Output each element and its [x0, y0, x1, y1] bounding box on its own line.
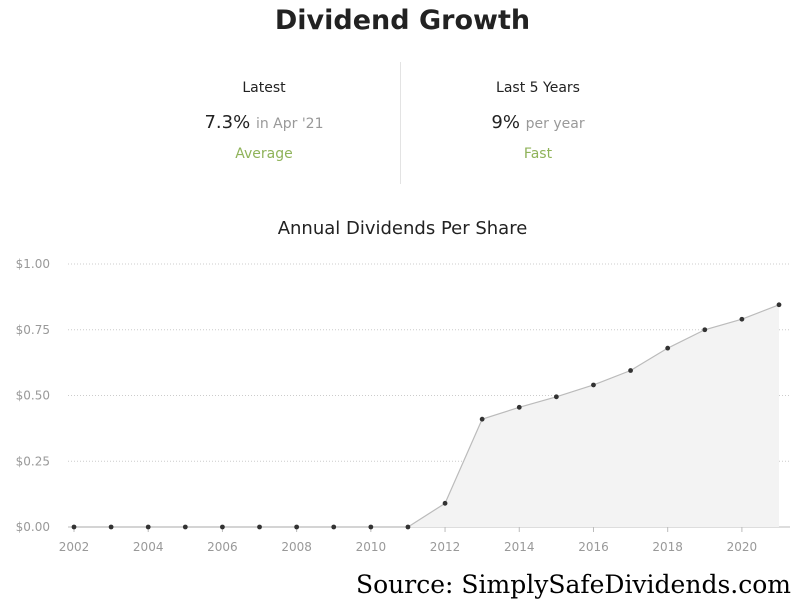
data-point: [108, 524, 114, 530]
area-fill: [74, 304, 779, 527]
data-point: [553, 394, 559, 400]
data-point: [776, 302, 782, 308]
x-tick-label: 2014: [504, 540, 535, 554]
stat-latest-label: Latest: [242, 80, 286, 96]
data-point: [368, 524, 374, 530]
data-point: [516, 404, 522, 410]
x-tick-label: 2006: [207, 540, 238, 554]
data-point: [257, 524, 262, 530]
stat-latest-value: 7.3%: [204, 112, 251, 133]
chart-title: Annual Dividends Per Share: [277, 218, 528, 239]
series-line: [74, 304, 780, 528]
stat-five-year-value-line: 9% per year: [402, 112, 674, 133]
y-tick-label: $0.00: [16, 520, 50, 534]
x-tick-label: 2010: [356, 540, 387, 554]
data-point: [702, 327, 708, 333]
page-title: Dividend Growth: [274, 5, 531, 36]
data-point: [145, 524, 151, 530]
dividend-chart: $0.00 $0.25 $0.50 $0.75 $1.00 2002 2004 2006 200…: [16, 257, 790, 554]
stat-five-year-value: 9%: [491, 112, 520, 133]
data-point: [739, 316, 745, 322]
data-point: [442, 500, 448, 506]
y-tick-label: $0.50: [16, 389, 50, 403]
x-tick-label: 2012: [430, 540, 461, 554]
stat-five-year-detail: per year: [525, 116, 585, 132]
y-tick-label: $0.25: [16, 454, 50, 468]
x-tick-label: 2008: [281, 540, 312, 554]
stat-five-year-rating: Fast: [523, 146, 553, 162]
data-point: [220, 524, 225, 530]
x-tick-label: 2020: [727, 540, 758, 554]
stat-five-year-label: Last 5 Years: [496, 80, 580, 96]
stats-panel: Latest 7.3% in Apr '21 Average Last 5 Ye…: [128, 62, 674, 184]
source-caption: Source: SimplySafeDividends.com: [355, 570, 791, 599]
data-point: [479, 416, 485, 422]
stat-latest-detail: in Apr '21: [255, 116, 324, 132]
x-tick-label: 2004: [133, 540, 164, 554]
data-point: [405, 524, 411, 530]
data-point: [665, 345, 671, 351]
data-point: [182, 524, 188, 530]
x-tick-label: 2016: [578, 540, 609, 554]
stat-latest-rating: Average: [235, 146, 293, 162]
data-point: [628, 368, 633, 373]
stat-latest: Latest 7.3% in Apr '21 Average: [128, 62, 400, 184]
data-point: [294, 524, 300, 530]
data-point: [331, 524, 337, 530]
data-point: [591, 382, 596, 388]
stat-five-year: Last 5 Years 9% per year Fast: [402, 62, 674, 184]
x-tick-label: 2018: [652, 540, 683, 554]
stats-divider: [400, 62, 401, 184]
y-tick-label: $1.00: [16, 257, 50, 271]
x-tick-label: 2002: [59, 540, 90, 554]
stat-latest-value-line: 7.3% in Apr '21: [128, 112, 400, 133]
y-tick-label: $0.75: [16, 323, 50, 337]
data-point: [71, 524, 77, 530]
